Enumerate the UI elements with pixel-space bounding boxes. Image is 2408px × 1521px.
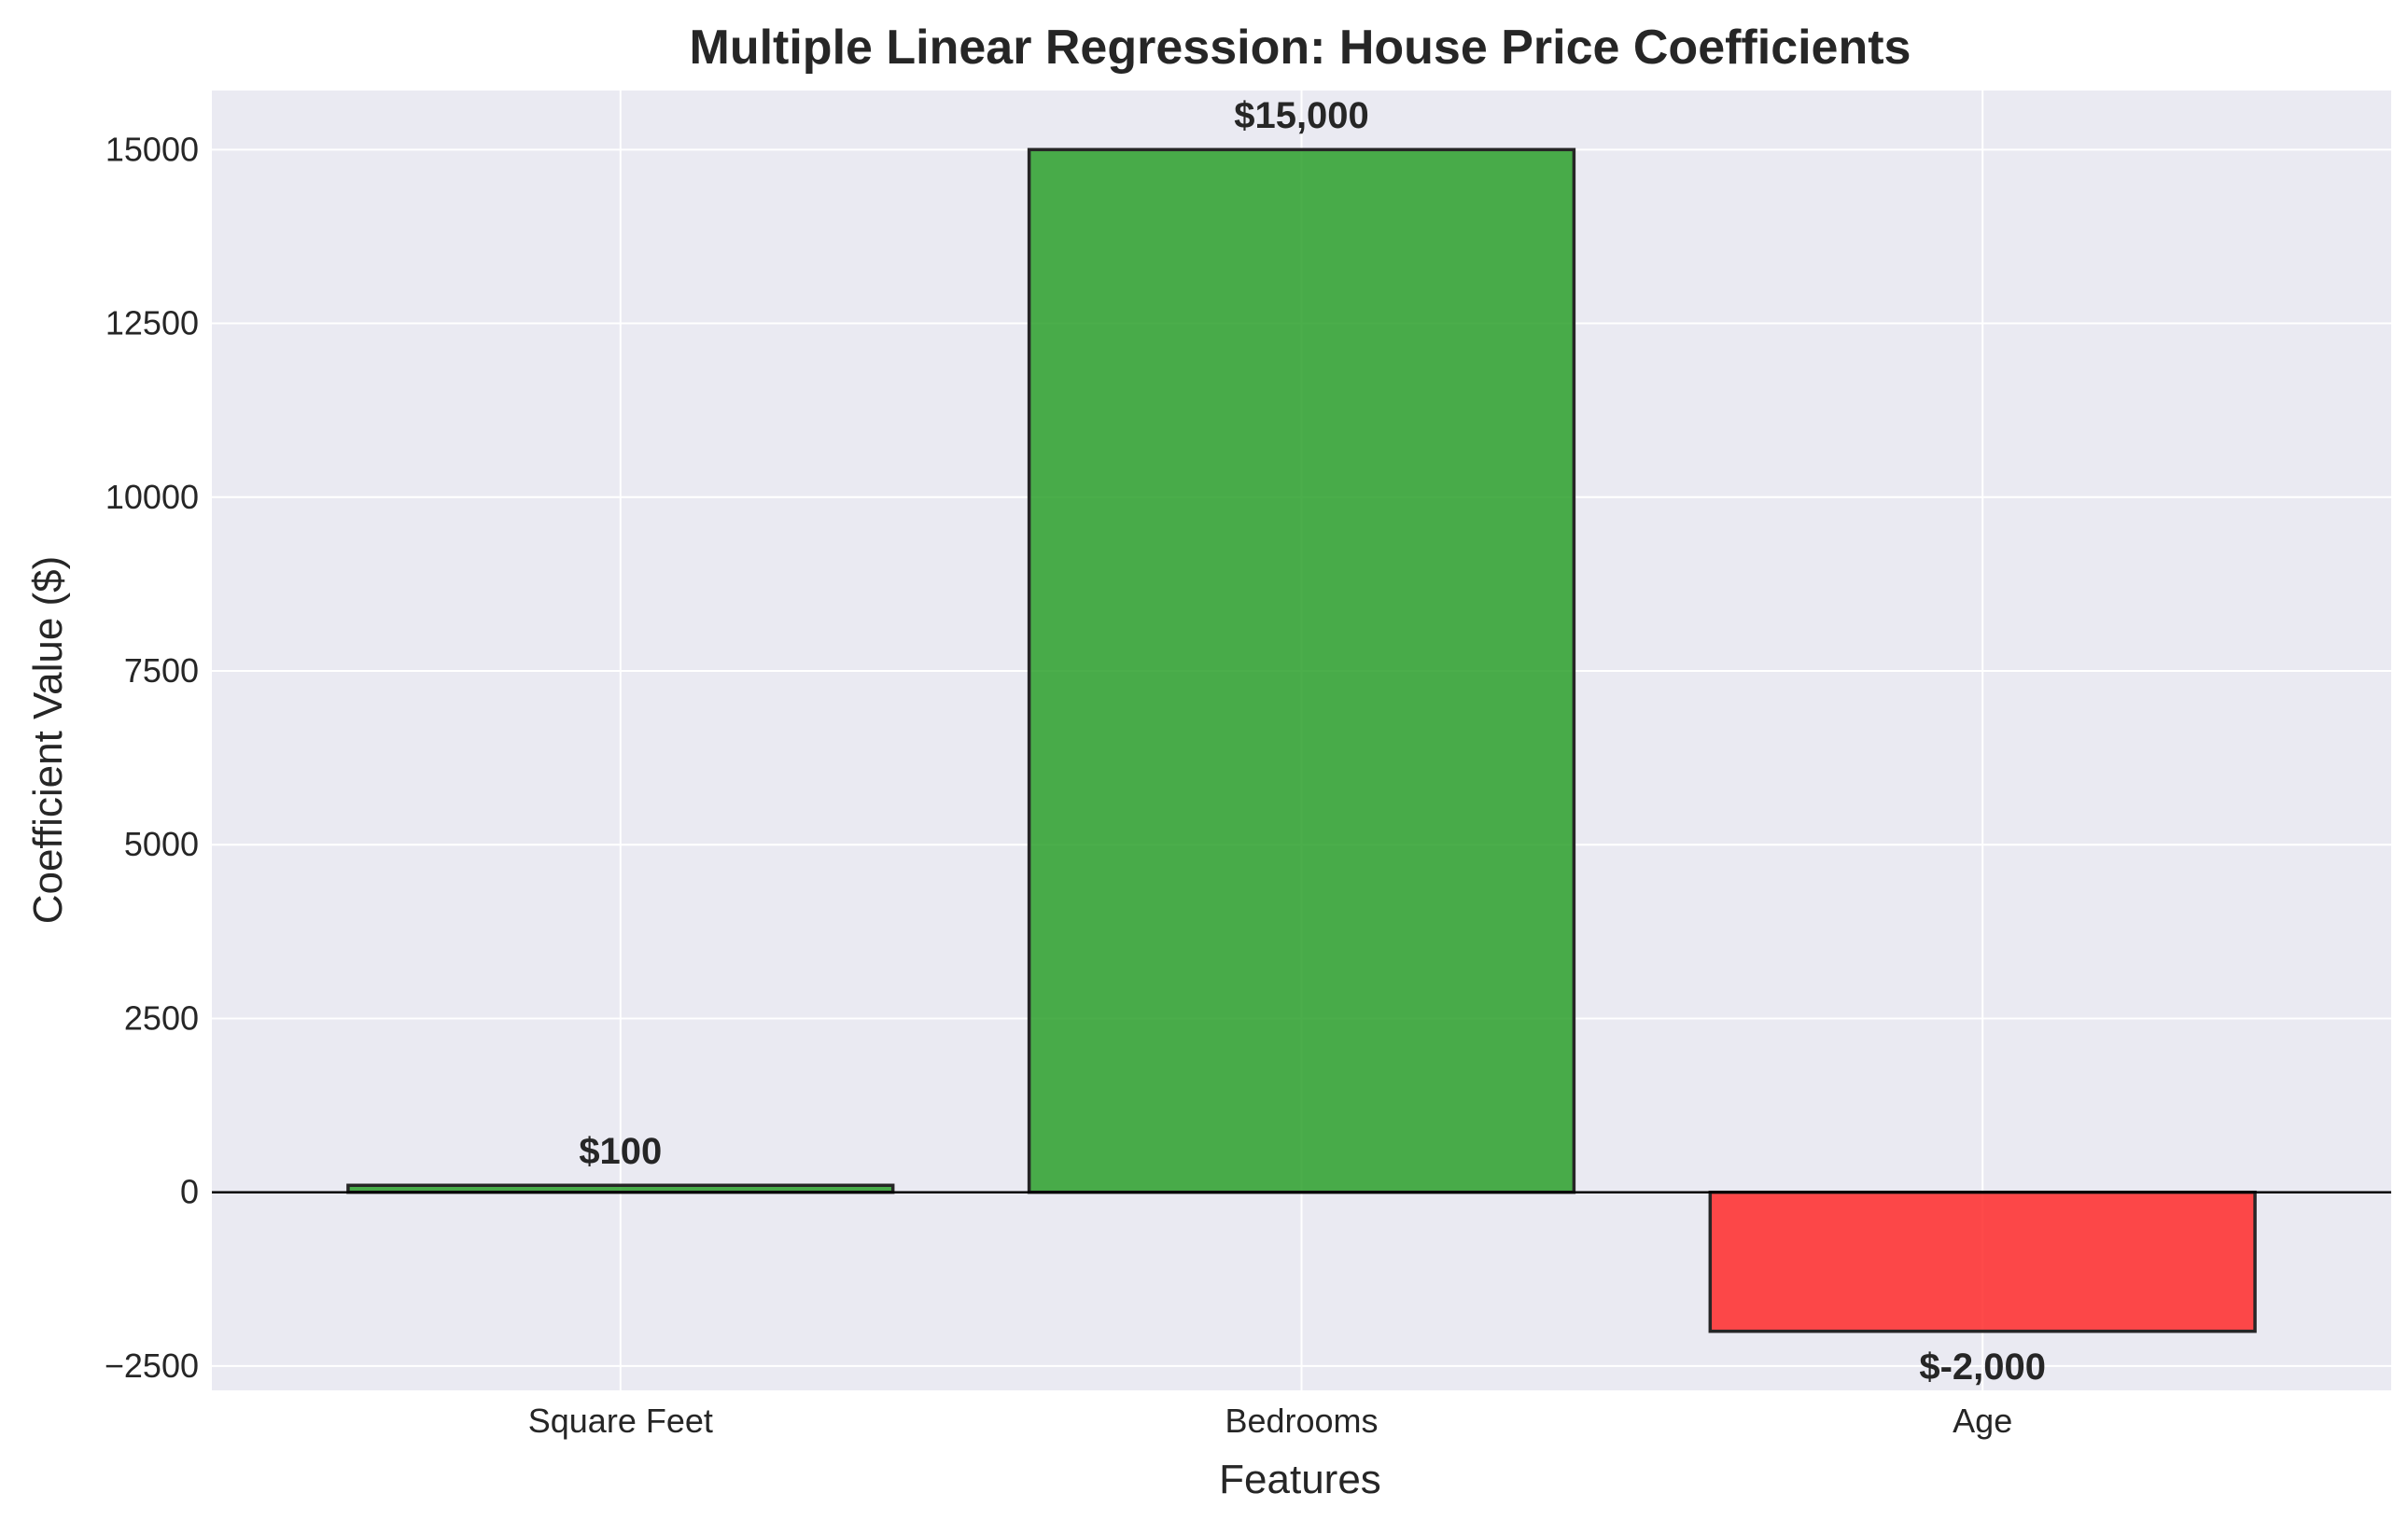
bars: [346, 147, 2257, 1333]
y-tick-label: 10000: [105, 478, 199, 516]
bar-value-label: $100: [579, 1131, 662, 1172]
y-tick-label: −2500: [105, 1347, 199, 1385]
x-axis-ticks: Square Feet Bedrooms Age: [528, 1402, 2012, 1440]
y-tick-label: 2500: [124, 998, 199, 1037]
y-tick-label: 0: [180, 1173, 199, 1211]
bar: [1027, 147, 1576, 1194]
x-axis-label: Features: [1219, 1457, 1381, 1502]
x-tick-label: Square Feet: [528, 1402, 713, 1440]
y-tick-label: 15000: [105, 130, 199, 168]
y-tick-label: 7500: [124, 651, 199, 690]
y-tick-label: 5000: [124, 825, 199, 863]
y-axis-ticks: −2500 0 2500 5000 7500 10000 12500 15000: [105, 130, 199, 1385]
x-tick-label: Age: [1953, 1402, 2012, 1440]
bar-value-label: $-2,000: [1919, 1347, 2046, 1388]
y-tick-label: 12500: [105, 304, 199, 342]
x-tick-label: Bedrooms: [1225, 1402, 1378, 1440]
bar: [1708, 1190, 2257, 1333]
bar-value-label: $15,000: [1234, 95, 1369, 136]
y-axis-label: Coefficient Value ($): [25, 556, 71, 925]
chart-title: Multiple Linear Regression: House Price …: [690, 21, 1911, 75]
data-labels: $100 $15,000 $-2,000: [579, 95, 2046, 1388]
